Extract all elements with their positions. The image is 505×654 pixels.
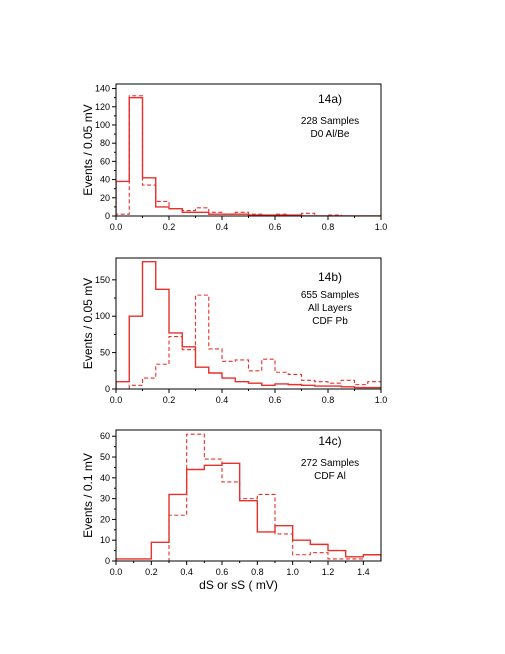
x-tick-label: 0.0 <box>110 395 123 405</box>
y-tick-label: 60 <box>100 156 110 166</box>
panel-3: 0.0 0.2 0.4 0.6 0.8 1.0 1.2 1.4 0 10 20 30 40 50 60 Eve… <box>81 429 382 592</box>
y-tick-label: 150 <box>95 275 110 285</box>
x-tick-label: 0.2 <box>145 567 158 577</box>
solid-histogram-series <box>116 260 381 389</box>
x-tick-label: 0.8 <box>251 567 264 577</box>
x-tick-label: 1.2 <box>322 567 335 577</box>
annotation-line: D0 Al/Be <box>311 129 350 140</box>
x-axis-title: dS or sS ( mV) <box>199 578 278 592</box>
x-tick-label: 1.0 <box>286 567 299 577</box>
y-axis-title: Events / 0.1 mV <box>81 453 95 538</box>
x-tick-label: 0.2 <box>163 222 176 232</box>
dashed-histogram-series <box>116 433 381 561</box>
x-tick-label: 0.0 <box>110 567 123 577</box>
x-tick-label: 0.8 <box>322 395 335 405</box>
panel-label: 14b) <box>318 270 342 284</box>
y-tick-label: 0 <box>105 556 110 566</box>
y-tick-label: 60 <box>100 431 110 441</box>
x-tick-label: 0.0 <box>110 222 123 232</box>
plot-frame <box>115 429 382 562</box>
dashed-histogram-series <box>116 95 381 216</box>
annotation-line: CDF Al <box>314 471 346 482</box>
y-tick-label: 100 <box>95 311 110 321</box>
x-tick-label: 1.0 <box>375 395 388 405</box>
y-tick-label: 10 <box>100 535 110 545</box>
annotation-line: 272 Samples <box>301 458 359 469</box>
x-tick-label: 0.6 <box>269 222 282 232</box>
annotation-line: 228 Samples <box>301 116 359 127</box>
dashed-histogram-series <box>116 294 381 389</box>
y-tick-label: 50 <box>100 452 110 462</box>
annotation-line: 655 Samples <box>301 290 359 301</box>
x-tick-label: 0.4 <box>180 567 193 577</box>
y-tick-label: 80 <box>100 138 110 148</box>
y-tick-label: 40 <box>100 175 110 185</box>
x-tick-label: 0.8 <box>322 222 335 232</box>
y-tick-label: 50 <box>100 348 110 358</box>
annotation-line: CDF Pb <box>312 316 348 327</box>
y-tick-label: 0 <box>105 384 110 394</box>
y-axis-title: Events / 0.05 mV <box>81 278 95 369</box>
y-tick-label: 100 <box>95 120 110 130</box>
panel-1: 0.0 0.2 0.4 0.6 0.8 1.0 0 20 40 60 80 100 120 140Even… <box>81 83 388 232</box>
annotation-line: All Layers <box>308 303 352 314</box>
panel-label: 14c) <box>318 434 341 448</box>
y-tick-label: 40 <box>100 473 110 483</box>
y-tick-label: 20 <box>100 193 110 203</box>
x-tick-label: 0.6 <box>216 567 229 577</box>
y-tick-label: 0 <box>105 211 110 221</box>
x-tick-label: 0.4 <box>216 395 229 405</box>
y-axis-title: Events / 0.05 mV <box>81 104 95 195</box>
y-tick-label: 140 <box>95 84 110 94</box>
x-tick-label: 1.4 <box>357 567 370 577</box>
x-tick-label: 0.2 <box>163 395 176 405</box>
x-tick-label: 1.0 <box>375 222 388 232</box>
x-tick-label: 0.4 <box>216 222 229 232</box>
panel-label: 14a) <box>318 92 342 106</box>
y-tick-label: 120 <box>95 102 110 112</box>
x-tick-label: 0.6 <box>269 395 282 405</box>
y-tick-label: 30 <box>100 494 110 504</box>
y-tick-label: 20 <box>100 514 110 524</box>
